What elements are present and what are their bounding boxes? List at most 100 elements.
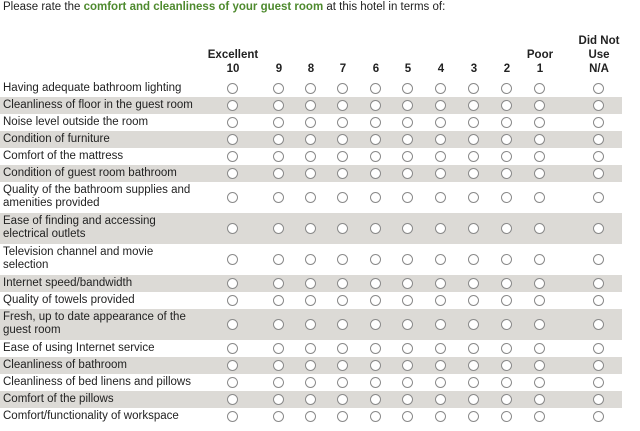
radio-button[interactable] <box>402 134 413 145</box>
radio-button[interactable] <box>468 151 479 162</box>
radio-button[interactable] <box>468 134 479 145</box>
radio-button[interactable] <box>227 83 238 94</box>
radio-button[interactable] <box>435 117 446 128</box>
radio-button[interactable] <box>273 100 284 111</box>
radio-button[interactable] <box>435 360 446 371</box>
radio-button[interactable] <box>370 319 381 330</box>
radio-button[interactable] <box>227 295 238 306</box>
radio-button[interactable] <box>534 411 545 422</box>
radio-button[interactable] <box>273 377 284 388</box>
radio-button[interactable] <box>501 343 512 354</box>
radio-button[interactable] <box>435 83 446 94</box>
radio-button[interactable] <box>227 343 238 354</box>
radio-button[interactable] <box>370 223 381 234</box>
radio-button[interactable] <box>468 192 479 203</box>
radio-button[interactable] <box>501 134 512 145</box>
radio-button[interactable] <box>593 377 604 388</box>
radio-button[interactable] <box>337 295 348 306</box>
radio-button[interactable] <box>593 319 604 330</box>
radio-button[interactable] <box>593 411 604 422</box>
radio-button[interactable] <box>337 100 348 111</box>
radio-button[interactable] <box>227 117 238 128</box>
radio-button[interactable] <box>370 100 381 111</box>
radio-button[interactable] <box>501 168 512 179</box>
radio-button[interactable] <box>468 377 479 388</box>
radio-button[interactable] <box>227 134 238 145</box>
radio-button[interactable] <box>534 192 545 203</box>
radio-button[interactable] <box>337 360 348 371</box>
radio-button[interactable] <box>593 151 604 162</box>
radio-button[interactable] <box>468 278 479 289</box>
radio-button[interactable] <box>402 411 413 422</box>
radio-button[interactable] <box>534 100 545 111</box>
radio-button[interactable] <box>468 295 479 306</box>
radio-button[interactable] <box>501 295 512 306</box>
radio-button[interactable] <box>402 319 413 330</box>
radio-button[interactable] <box>337 411 348 422</box>
radio-button[interactable] <box>468 117 479 128</box>
radio-button[interactable] <box>435 411 446 422</box>
radio-button[interactable] <box>435 377 446 388</box>
radio-button[interactable] <box>402 223 413 234</box>
radio-button[interactable] <box>273 394 284 405</box>
radio-button[interactable] <box>273 223 284 234</box>
radio-button[interactable] <box>534 377 545 388</box>
radio-button[interactable] <box>534 278 545 289</box>
radio-button[interactable] <box>402 377 413 388</box>
radio-button[interactable] <box>534 360 545 371</box>
radio-button[interactable] <box>402 295 413 306</box>
radio-button[interactable] <box>337 168 348 179</box>
radio-button[interactable] <box>273 192 284 203</box>
radio-button[interactable] <box>468 223 479 234</box>
radio-button[interactable] <box>534 394 545 405</box>
radio-button[interactable] <box>435 278 446 289</box>
radio-button[interactable] <box>402 254 413 265</box>
radio-button[interactable] <box>227 394 238 405</box>
radio-button[interactable] <box>501 223 512 234</box>
radio-button[interactable] <box>227 278 238 289</box>
radio-button[interactable] <box>402 394 413 405</box>
radio-button[interactable] <box>370 343 381 354</box>
radio-button[interactable] <box>337 319 348 330</box>
radio-button[interactable] <box>593 223 604 234</box>
radio-button[interactable] <box>435 100 446 111</box>
radio-button[interactable] <box>305 394 316 405</box>
radio-button[interactable] <box>305 83 316 94</box>
radio-button[interactable] <box>337 151 348 162</box>
radio-button[interactable] <box>534 223 545 234</box>
radio-button[interactable] <box>337 134 348 145</box>
radio-button[interactable] <box>305 411 316 422</box>
radio-button[interactable] <box>273 168 284 179</box>
radio-button[interactable] <box>337 394 348 405</box>
radio-button[interactable] <box>227 360 238 371</box>
radio-button[interactable] <box>305 278 316 289</box>
radio-button[interactable] <box>593 360 604 371</box>
radio-button[interactable] <box>370 278 381 289</box>
radio-button[interactable] <box>468 100 479 111</box>
radio-button[interactable] <box>435 168 446 179</box>
radio-button[interactable] <box>273 134 284 145</box>
radio-button[interactable] <box>534 343 545 354</box>
radio-button[interactable] <box>370 151 381 162</box>
radio-button[interactable] <box>435 394 446 405</box>
radio-button[interactable] <box>468 168 479 179</box>
radio-button[interactable] <box>501 117 512 128</box>
radio-button[interactable] <box>370 192 381 203</box>
radio-button[interactable] <box>273 343 284 354</box>
radio-button[interactable] <box>273 151 284 162</box>
radio-button[interactable] <box>501 100 512 111</box>
radio-button[interactable] <box>273 411 284 422</box>
radio-button[interactable] <box>593 168 604 179</box>
radio-button[interactable] <box>501 254 512 265</box>
radio-button[interactable] <box>593 117 604 128</box>
radio-button[interactable] <box>227 100 238 111</box>
radio-button[interactable] <box>534 117 545 128</box>
radio-button[interactable] <box>468 254 479 265</box>
radio-button[interactable] <box>227 254 238 265</box>
radio-button[interactable] <box>468 360 479 371</box>
radio-button[interactable] <box>534 83 545 94</box>
radio-button[interactable] <box>501 319 512 330</box>
radio-button[interactable] <box>370 83 381 94</box>
radio-button[interactable] <box>337 343 348 354</box>
radio-button[interactable] <box>534 151 545 162</box>
